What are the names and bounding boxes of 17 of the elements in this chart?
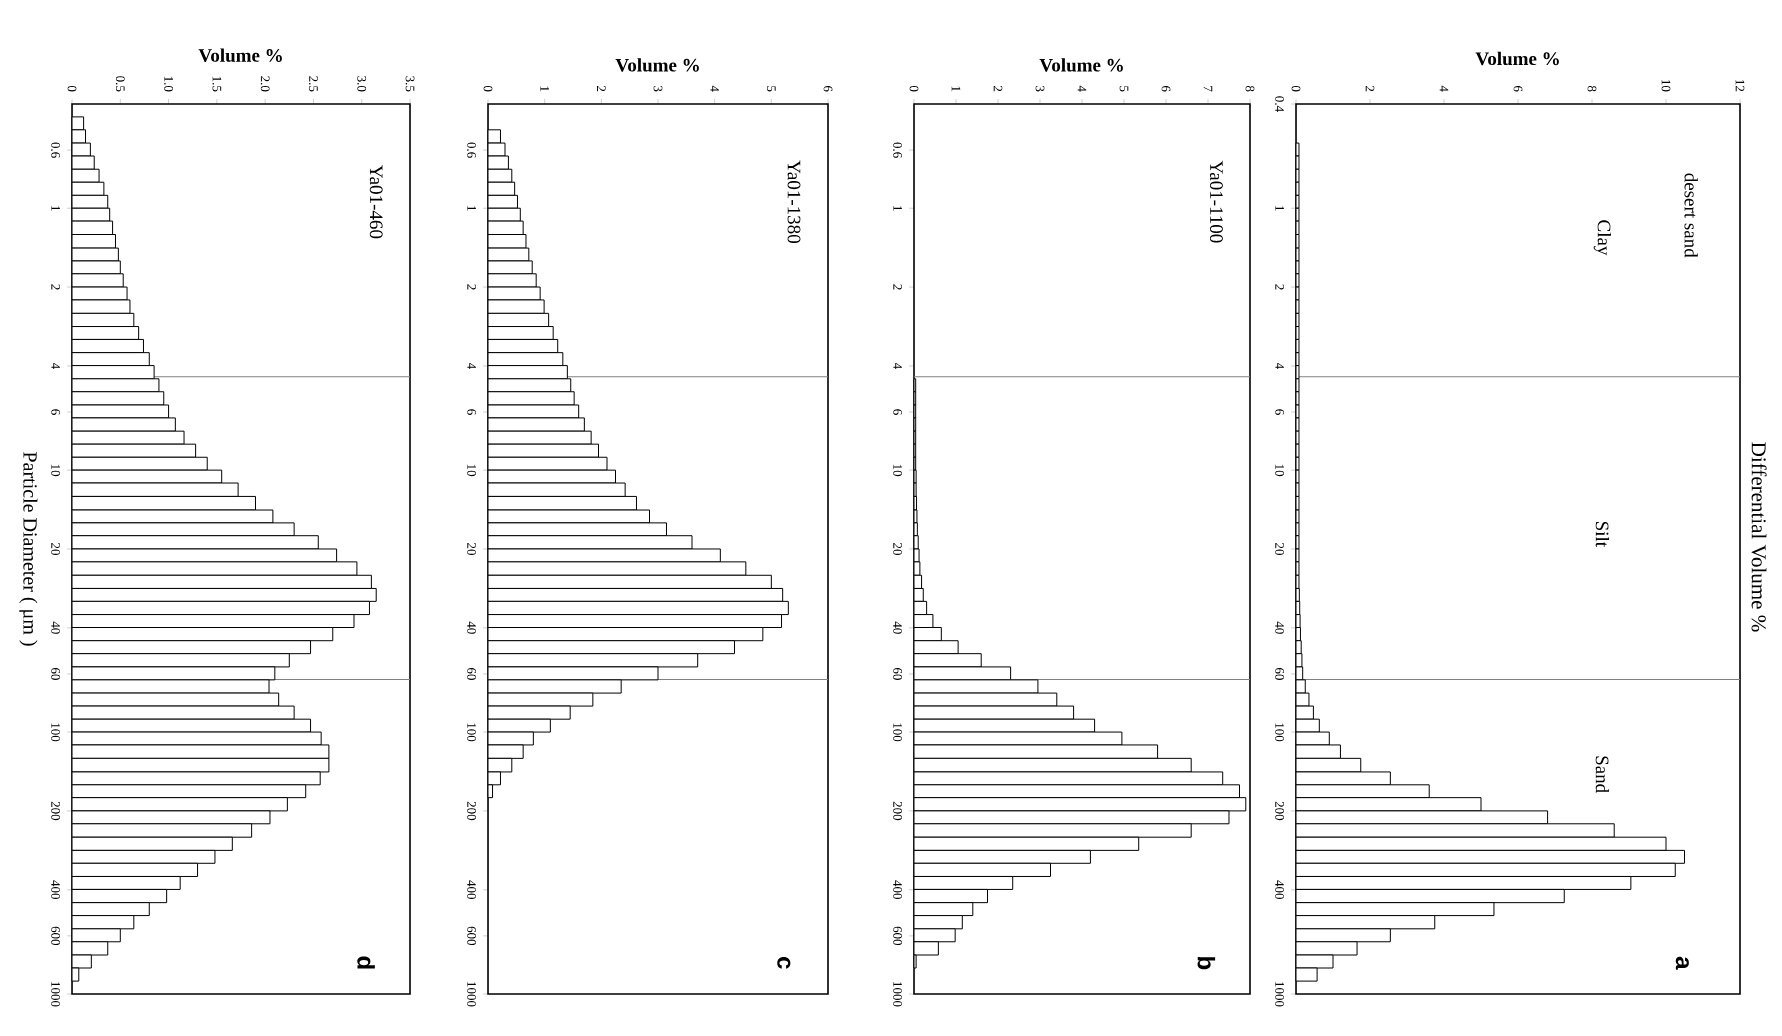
annotation: Ya01-460 <box>369 165 383 239</box>
x-axis-title: Volume % <box>1475 51 1559 66</box>
annotation: Ya01-1100 <box>1209 160 1223 243</box>
x-axis-title: Volume % <box>1039 58 1123 72</box>
annotation: desert sand <box>1684 173 1698 258</box>
x-axis-title: Volume % <box>198 48 282 62</box>
annotation: Clay <box>1593 220 1611 256</box>
annotation: d <box>357 956 375 969</box>
annotation: Sand <box>1595 756 1610 793</box>
annotation: Silt <box>1595 521 1610 547</box>
text: Differential Volume % <box>1751 442 1767 632</box>
annotation: c <box>777 957 791 969</box>
annotation: a <box>1675 956 1689 970</box>
annotation: b <box>1197 957 1216 970</box>
x-axis-title: Volume % <box>615 58 699 72</box>
annotation: Ya01-1380 <box>787 160 801 243</box>
y-axis-title: Particle Diameter ( μm ) <box>19 452 38 646</box>
